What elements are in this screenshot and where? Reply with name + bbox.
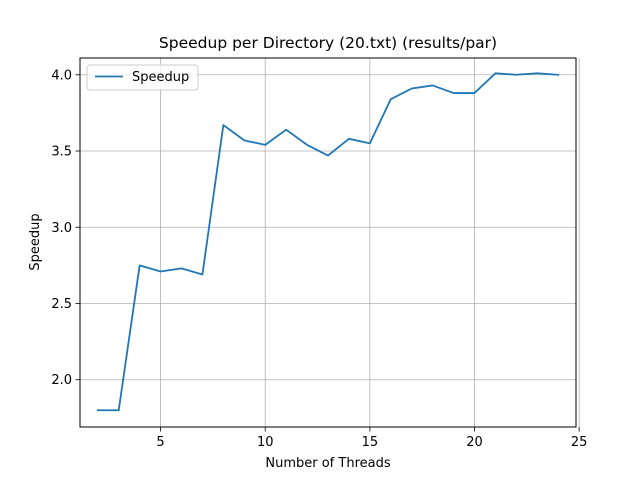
legend-label-speedup: Speedup — [132, 70, 189, 85]
x-tick-label: 10 — [257, 435, 274, 450]
y-tick-label: 3.0 — [51, 221, 72, 236]
y-axis-label: Speedup — [28, 213, 43, 270]
y-tick-label: 4.0 — [51, 68, 72, 83]
x-tick-label: 15 — [362, 435, 379, 450]
x-tick-label: 20 — [466, 435, 483, 450]
x-tick-label: 5 — [156, 435, 164, 450]
x-axis-label: Number of Threads — [265, 456, 390, 471]
y-tick-label: 2.5 — [51, 297, 72, 312]
chart-title: Speedup per Directory (20.txt) (results/… — [159, 34, 497, 52]
legend-box — [86, 64, 199, 91]
y-axis: 2.0 2.5 3.0 3.5 4.0 — [51, 68, 80, 388]
x-tick-label: 25 — [571, 435, 588, 450]
y-tick-label: 3.5 — [51, 145, 72, 160]
x-axis: 5 10 15 20 25 — [156, 427, 587, 450]
y-tick-label: 2.0 — [51, 373, 72, 388]
plot-frame — [79, 57, 577, 428]
series-layer — [96, 72, 560, 412]
legend: Speedup — [86, 64, 199, 91]
